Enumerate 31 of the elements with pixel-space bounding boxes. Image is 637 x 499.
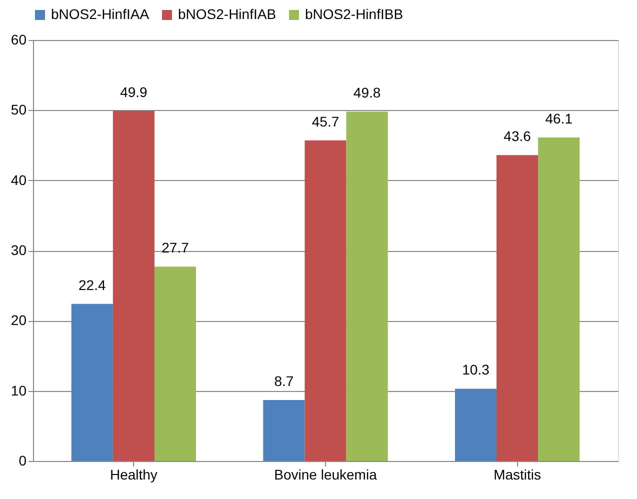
data-label: 43.6 — [504, 128, 532, 144]
legend-label: bNOS2-HinfIAA — [51, 6, 150, 22]
data-label: 8.7 — [274, 372, 294, 389]
y-tick-label: 60 — [10, 32, 27, 48]
x-tick-label: Mastitis — [494, 466, 542, 482]
bar — [112, 110, 154, 461]
data-label: 49.8 — [353, 84, 381, 101]
y-tick-label: 30 — [10, 242, 27, 258]
bar — [71, 304, 113, 461]
x-tick-label: Healthy — [110, 466, 158, 482]
x-tick-label: Bovine leukemia — [274, 466, 378, 482]
bar — [263, 400, 305, 461]
y-tick-label: 20 — [10, 312, 27, 328]
data-label: 49.9 — [120, 84, 148, 100]
bar — [538, 138, 580, 461]
legend-label: bNOS2-HinfIBB — [305, 6, 404, 22]
bar — [454, 388, 497, 461]
bar — [154, 266, 196, 461]
data-label: 46.1 — [545, 110, 573, 127]
bar — [346, 112, 388, 461]
y-tick-label: 50 — [10, 102, 27, 118]
legend-label: bNOS2-HinfIAB — [178, 6, 276, 22]
bar — [304, 140, 346, 461]
y-tick-label: 10 — [10, 382, 27, 398]
data-label: 45.7 — [312, 113, 340, 130]
bar — [496, 155, 538, 461]
y-tick-label: 40 — [10, 172, 27, 188]
data-label: 10.3 — [462, 362, 490, 378]
data-label: 22.4 — [78, 276, 106, 293]
y-tick-label: 0 — [18, 452, 27, 468]
data-label: 27.7 — [162, 240, 190, 256]
